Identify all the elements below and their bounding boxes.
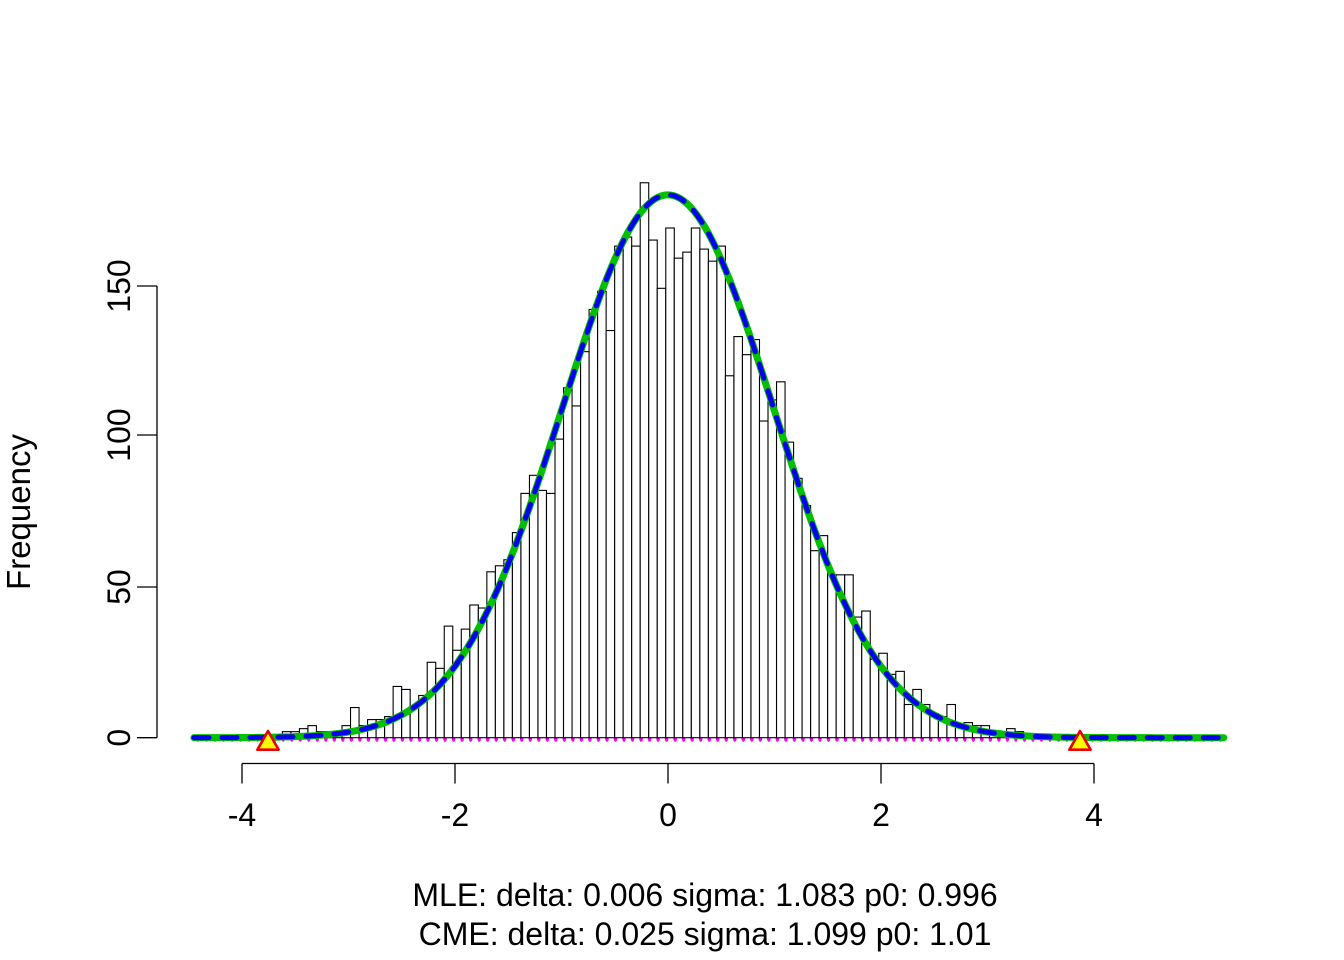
svg-text:150: 150 — [101, 259, 137, 312]
svg-text:MLE: delta: 0.006 sigma: 1.083: MLE: delta: 0.006 sigma: 1.083 p0: 0.996 — [412, 877, 997, 913]
svg-text:100: 100 — [101, 408, 137, 461]
svg-text:50: 50 — [101, 569, 137, 605]
svg-text:-2: -2 — [441, 797, 469, 833]
svg-text:0: 0 — [659, 797, 677, 833]
svg-text:4: 4 — [1085, 797, 1103, 833]
svg-text:-4: -4 — [228, 797, 256, 833]
svg-text:2: 2 — [872, 797, 890, 833]
svg-text:CME: delta: 0.025 sigma: 1.099: CME: delta: 0.025 sigma: 1.099 p0: 1.01 — [419, 916, 992, 952]
svg-text:0: 0 — [101, 729, 137, 747]
svg-text:Frequency: Frequency — [0, 434, 37, 590]
